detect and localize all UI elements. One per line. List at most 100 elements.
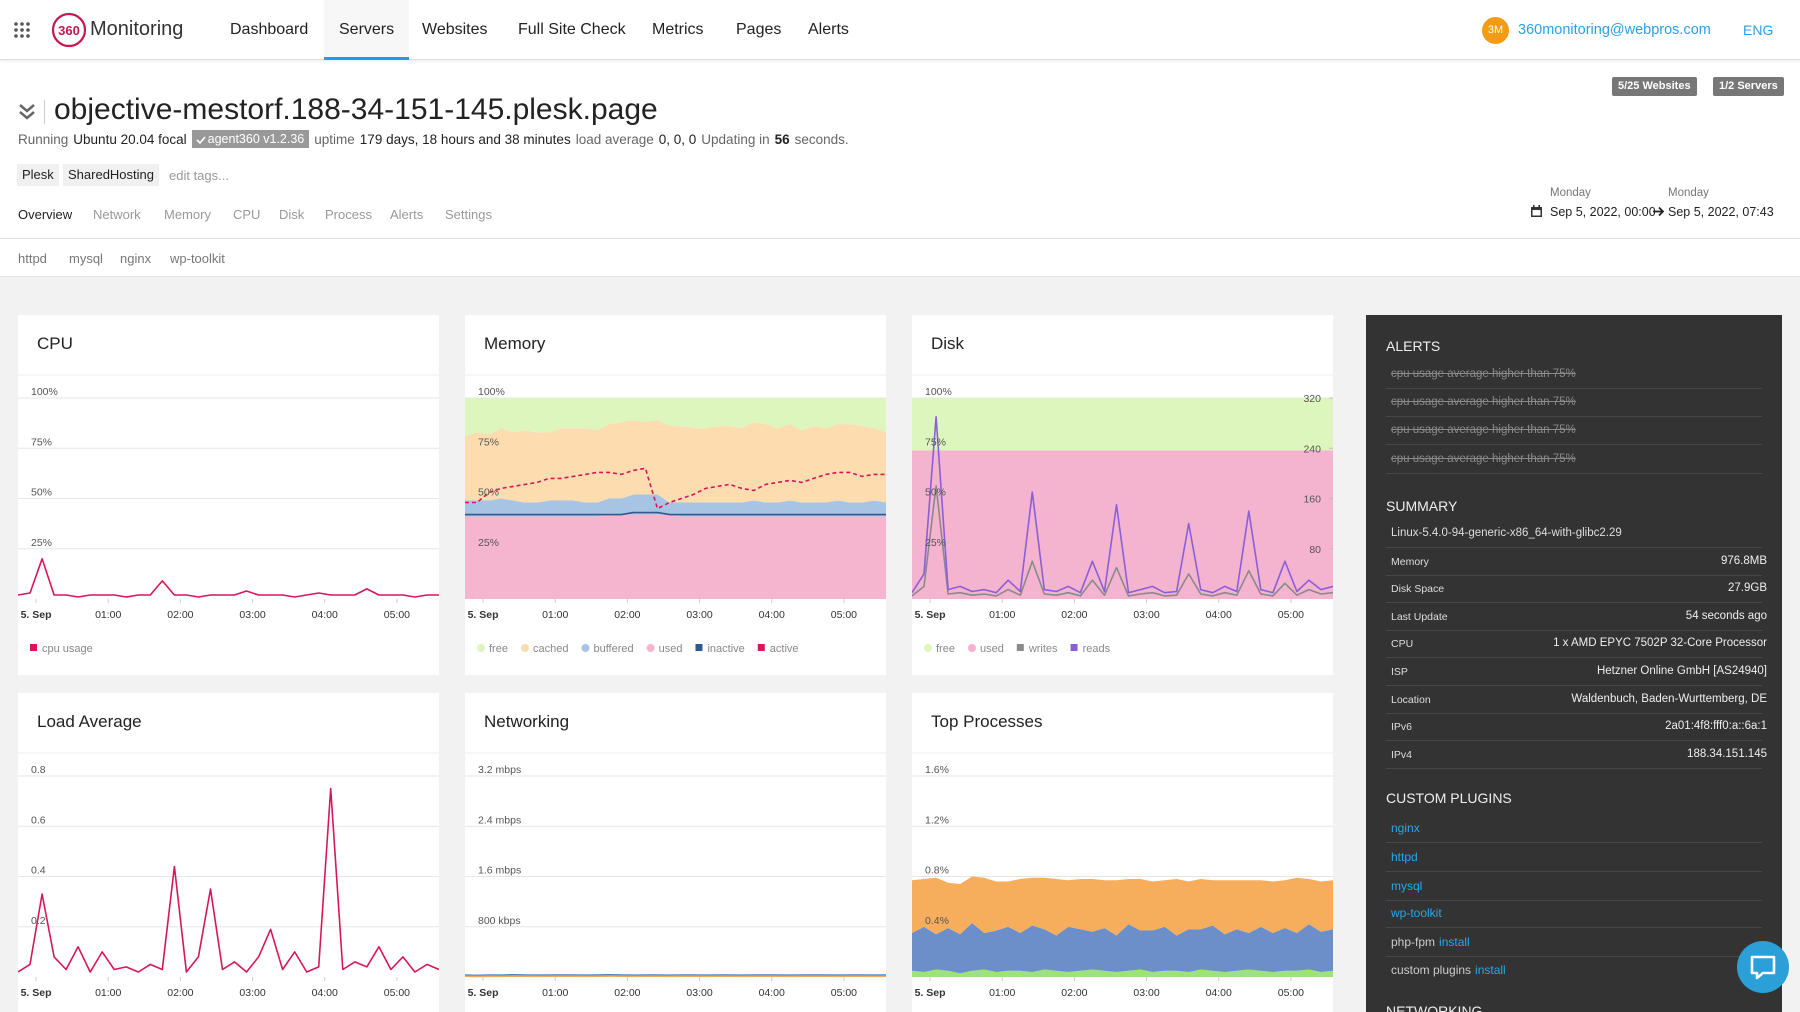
labels: 25% 50% 75% 100% 5. Sep 01:00 02:00 03:00 04:00 0… [21,386,411,655]
x-tick-label: 05:00 [384,609,410,621]
tab[interactable]: Network [93,207,141,222]
tab[interactable]: Settings [445,207,492,222]
summary-value: 1 x AMD EPYC 7502P 32-Core Processor [1553,637,1767,649]
tag[interactable]: SharedHosting [63,164,159,186]
tab[interactable]: Overview [18,207,73,222]
x-tick-label: 04:00 [312,987,338,999]
tab[interactable]: Memory [164,207,211,222]
sidebar-heading: NETWORKING [1386,1003,1483,1012]
account-email[interactable]: 360monitoring@webpros.com [1518,22,1711,38]
summary-value: 976.8MB [1720,555,1767,567]
lines [18,558,439,598]
plugin-link[interactable]: mysql [1391,879,1423,893]
plugin-link[interactable]: nginx [1391,821,1420,835]
nav-item[interactable]: Metrics [652,21,704,38]
sidebar-separator [1386,685,1762,686]
tab[interactable]: Disk [279,207,305,222]
sidebar-separator [1386,575,1762,576]
x-tick-label: 01:00 [95,987,121,999]
plugin-install: custom plugins install [1391,963,1506,977]
alert-item[interactable]: cpu usage average higher than 75% [1391,368,1576,380]
y2-tick-label: 320 [1303,393,1321,405]
y-tick-label: 3.2 mbps [478,764,521,776]
edit-tags[interactable]: edit tags... [169,168,229,183]
chart-title: Networking [484,712,570,731]
tab[interactable]: Alerts [390,207,424,222]
legend-marker [1070,644,1078,651]
plugin-tab[interactable]: httpd [18,251,47,266]
install-link[interactable]: install [1439,935,1470,949]
legend-label: used [659,643,683,655]
alert-item[interactable]: cpu usage average higher than 75% [1391,424,1576,436]
quota-badge[interactable]: 5/25 Websites [1612,77,1697,96]
x-tick-label: 5. Sep [21,609,52,621]
plugin-link[interactable]: httpd [1391,850,1418,864]
plugin-tab[interactable]: nginx [120,251,152,266]
x-tick-label: 02:00 [1061,609,1087,621]
x-tick-label: 03:00 [239,987,265,999]
nav-item[interactable]: Websites [422,21,488,38]
alert-item[interactable]: cpu usage average higher than 75% [1391,396,1576,408]
x-tick-label: 01:00 [989,609,1015,621]
sidebar-separator [1386,956,1762,957]
nav-item[interactable]: Full Site Check [518,21,626,38]
nav-item[interactable]: Servers [324,0,410,60]
date-from[interactable]: Sep 5, 2022, 00:00 [1550,205,1656,219]
chat-button[interactable] [1737,941,1789,993]
sidebar-separator [1386,657,1762,658]
y-tick-label: 25% [925,537,946,549]
chart-plot: 25% 50% 75% 100% 5. Sep 01:00 02:00 03:00 04:00 0… [465,374,886,655]
date-day: Monday [1668,187,1709,199]
info-label: Updating in [701,131,770,147]
info-label: seconds. [794,131,849,147]
quota-badge[interactable]: 1/2 Servers [1713,77,1784,96]
areas [465,398,886,599]
sidebar-separator [1386,768,1762,769]
plugin-link[interactable]: wp-toolkit [1391,906,1442,920]
brand[interactable]: Monitoring [90,18,184,40]
y-tick-label: 0.2 [31,915,46,927]
plugin-tab[interactable]: wp-toolkit [170,251,225,266]
summary-value: Hetzner Online GmbH [AS24940] [1596,665,1767,677]
alert-item[interactable]: cpu usage average higher than 75% [1391,453,1576,465]
chart-title: CPU [37,334,73,353]
server-info: Running Ubuntu 20.04 focal agent360 v1.2.3… [18,130,849,148]
sidebar-separator [1386,473,1762,474]
install-link[interactable]: install [1475,963,1506,977]
summary-label: IPv6 [1391,721,1413,733]
plugin-tab[interactable]: mysql [69,251,103,266]
y-tick-label: 50% [478,487,499,499]
info-value: 56 [774,131,790,147]
chart-title: Disk [931,334,965,353]
nav-item[interactable]: Pages [736,21,782,38]
collapse-icon[interactable] [18,102,36,122]
apps-icon[interactable] [14,22,30,38]
legend-label: reads [1083,643,1111,655]
language[interactable]: ENG [1743,22,1774,38]
legend-label: used [980,643,1004,655]
avatar[interactable]: 3M [1482,17,1509,44]
x-tick-label: 03:00 [1133,987,1159,999]
info-label: load average [575,131,654,147]
x-tick-label: 5. Sep [915,987,946,999]
date-to[interactable]: Sep 5, 2022, 07:43 [1668,205,1774,219]
legend-marker [695,644,703,651]
server-title: objective-mestorf.188-34-151-145.plesk.p… [54,93,658,126]
labels: 25% 50% 75% 100% 5. Sep 01:00 02:00 03:00 04:00 0… [468,386,858,655]
legend-label: writes [1028,643,1058,655]
arrow-icon [1653,206,1665,217]
tab[interactable]: CPU [233,207,261,222]
legend-label: inactive [707,643,744,655]
nav-item[interactable]: Dashboard [230,21,309,38]
summary-label: Disk Space [1391,583,1445,595]
logo[interactable]: 360 [49,10,89,50]
tab[interactable]: Process [325,207,372,222]
x-tick-label: 03:00 [686,609,712,621]
x-tick-label: 02:00 [1061,987,1087,999]
nav-item[interactable]: Alerts [808,21,849,38]
line [465,511,886,516]
legend-marker [520,644,529,652]
legend-marker [30,644,37,651]
tag[interactable]: Plesk [17,164,59,186]
